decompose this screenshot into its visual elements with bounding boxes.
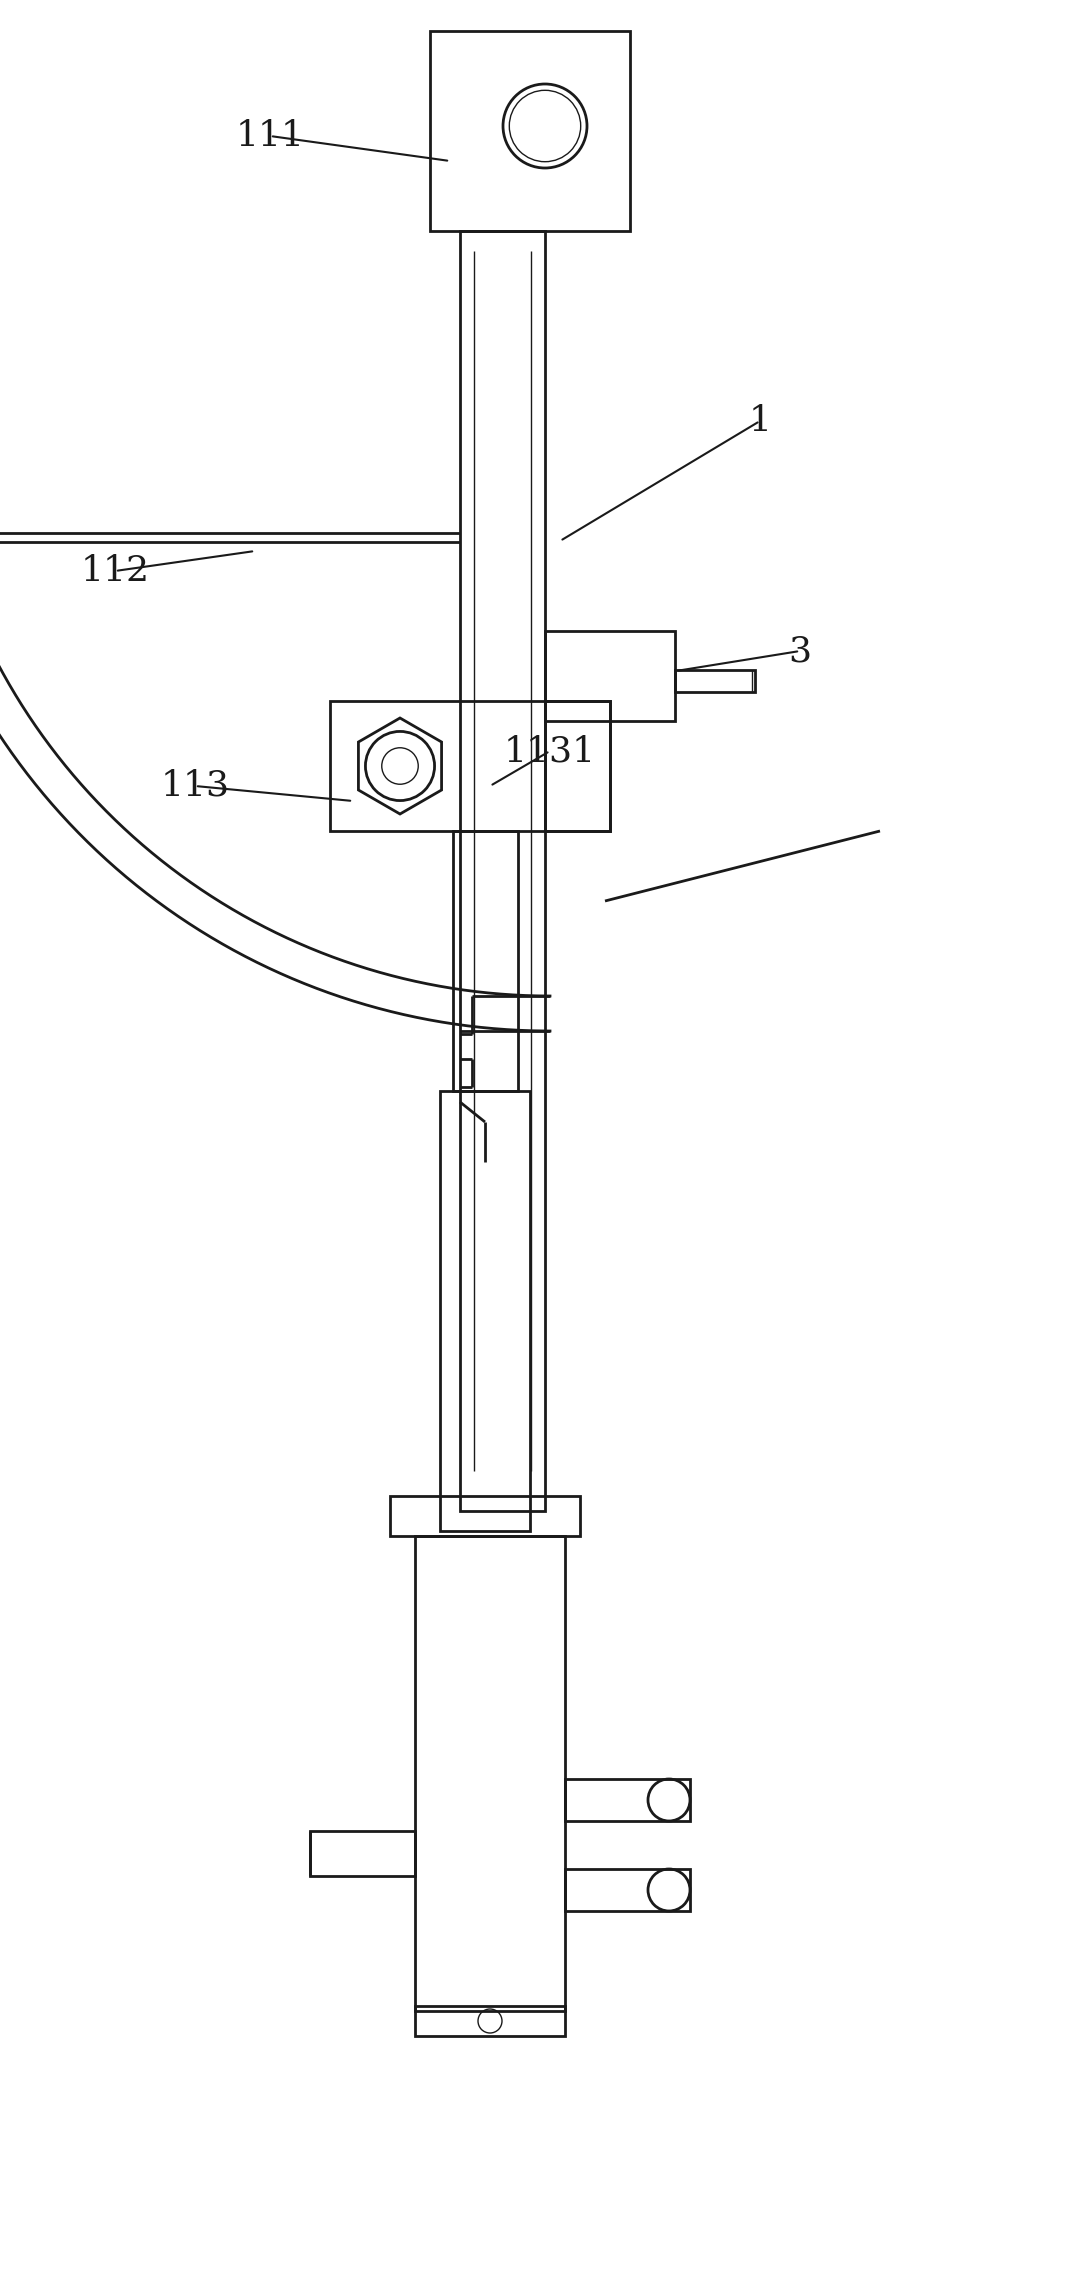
Text: 113: 113 [160, 770, 230, 804]
Text: 1131: 1131 [504, 733, 596, 767]
Text: 112: 112 [80, 554, 150, 589]
Text: 3: 3 [788, 635, 812, 669]
Text: 111: 111 [236, 119, 304, 153]
Text: 1: 1 [749, 403, 771, 438]
